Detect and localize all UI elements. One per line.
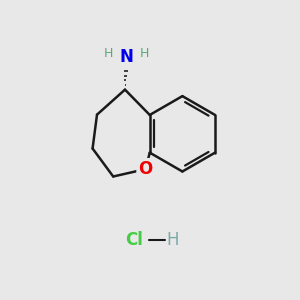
Text: H: H xyxy=(140,46,149,60)
Text: H: H xyxy=(104,46,113,60)
Text: O: O xyxy=(139,160,153,178)
Text: Cl: Cl xyxy=(125,231,143,249)
Text: H: H xyxy=(167,231,179,249)
Text: N: N xyxy=(119,48,134,66)
